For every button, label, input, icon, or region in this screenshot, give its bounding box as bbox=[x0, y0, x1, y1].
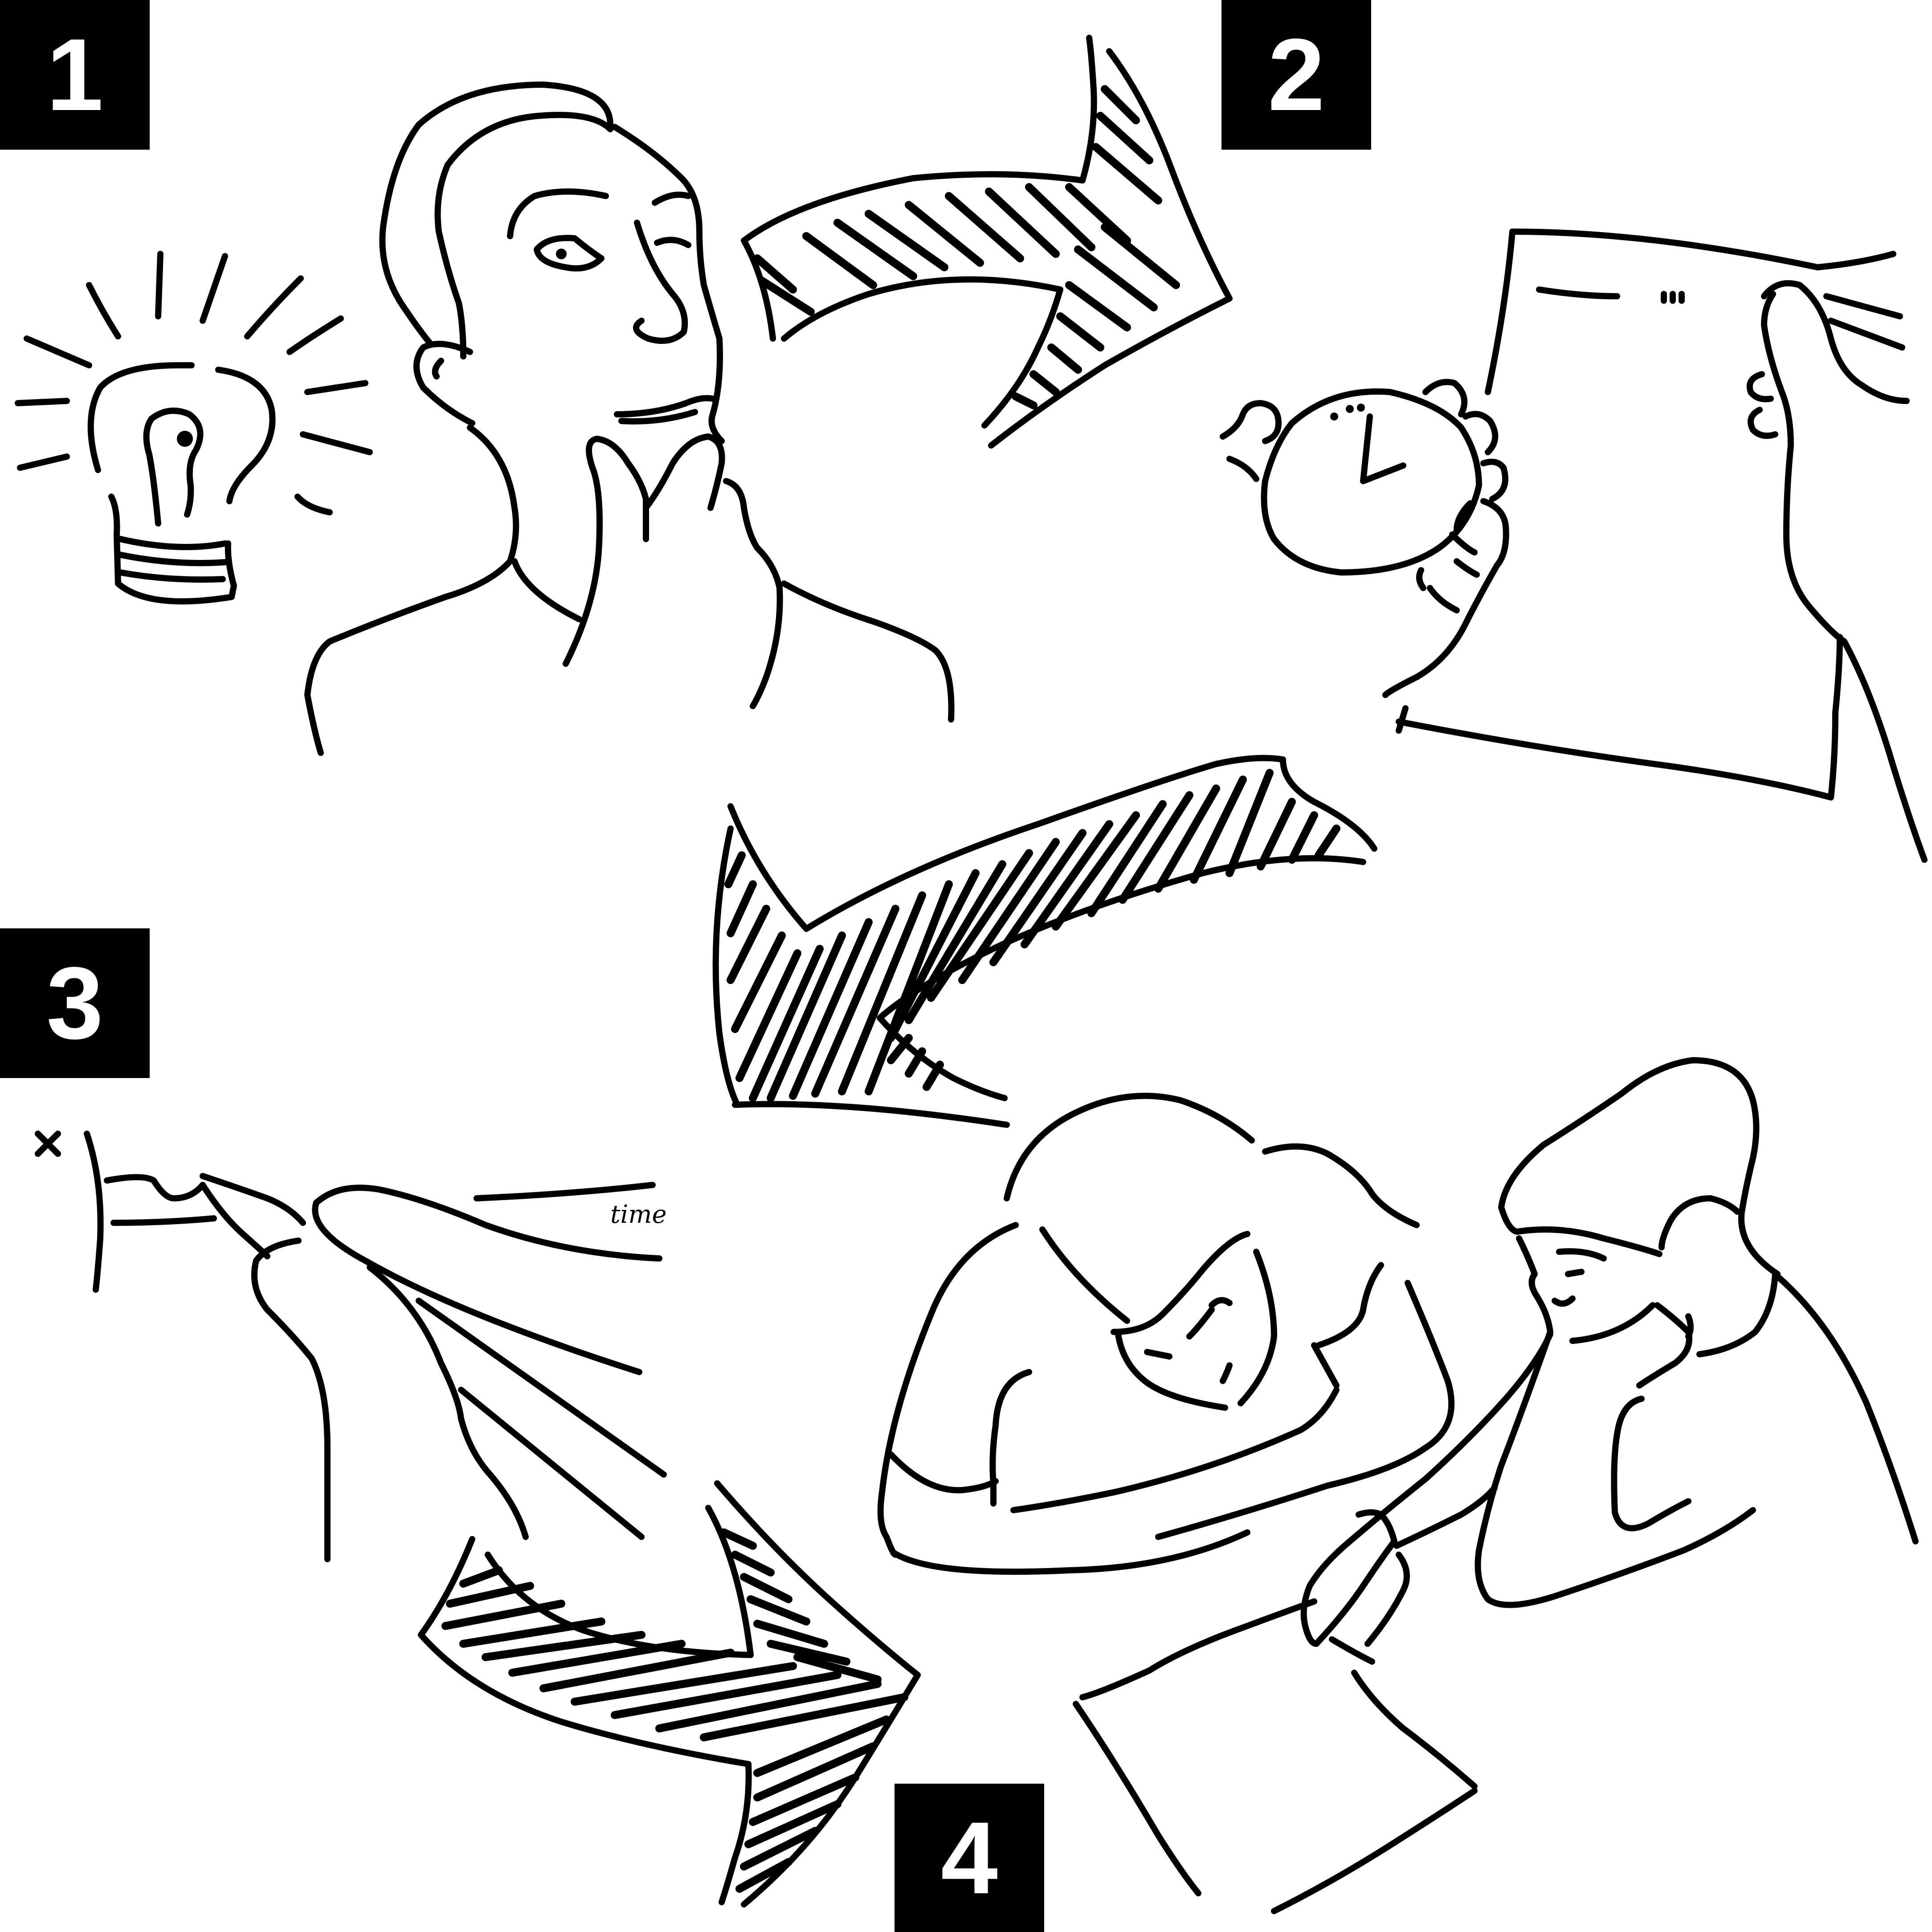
step-number-badge: 4 bbox=[895, 1784, 1044, 1932]
thinking-man-figure bbox=[304, 82, 955, 756]
step-number-badge: 3 bbox=[0, 928, 150, 1078]
hand-figure bbox=[1382, 251, 1928, 863]
pointing-hand bbox=[1313, 1485, 1498, 1665]
person-left-figure bbox=[877, 1093, 1455, 1575]
lightbulb-icon bbox=[15, 251, 373, 605]
arrow-icon bbox=[712, 755, 1377, 1128]
step-number-badge: 1 bbox=[0, 0, 150, 150]
arrow-icon bbox=[418, 1480, 921, 1907]
arrow-icon bbox=[741, 35, 1233, 449]
step-number-badge: 2 bbox=[1221, 0, 1371, 150]
document-icon bbox=[1073, 1598, 1478, 1914]
person-right-figure bbox=[1300, 1057, 1919, 1647]
pen-icon bbox=[35, 1131, 667, 1562]
stopwatch-icon bbox=[1220, 388, 1482, 576]
document-icon bbox=[1396, 229, 1843, 801]
handwritten-word: time bbox=[610, 1200, 667, 1229]
